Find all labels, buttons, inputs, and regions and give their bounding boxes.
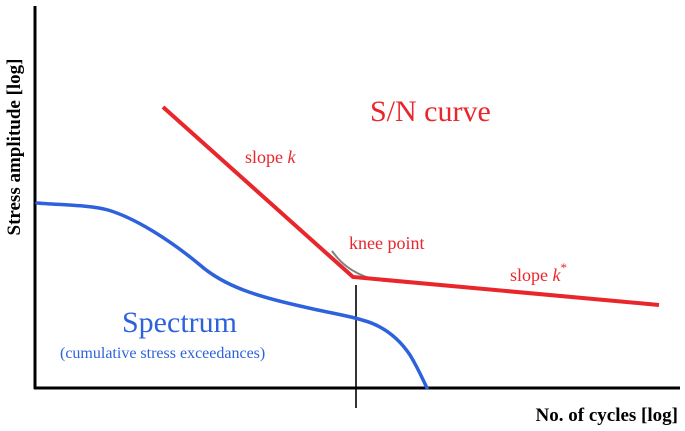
slope-k-symbol: k <box>288 147 297 167</box>
sn-curve-line <box>161 105 660 307</box>
slope-kstar-label: slope k* <box>510 260 567 285</box>
x-axis-label: No. of cycles [log] <box>536 405 678 426</box>
knee-point-label: knee point <box>349 233 424 253</box>
spectrum-curve <box>35 201 429 390</box>
spectrum-title: Spectrum <box>122 306 237 339</box>
slope-kstar-prefix: slope <box>510 265 553 285</box>
slope-k-prefix: slope <box>245 147 288 167</box>
y-axis-label: Stress amplitude [log] <box>4 59 25 236</box>
slope-kstar-symbol: k <box>553 265 562 285</box>
slope-kstar-superscript: * <box>561 260 568 275</box>
spectrum-subtitle: (cumulative stress exceedances) <box>60 345 265 362</box>
sn-curve-title: S/N curve <box>370 95 491 128</box>
slope-k-label: slope k <box>245 147 297 167</box>
